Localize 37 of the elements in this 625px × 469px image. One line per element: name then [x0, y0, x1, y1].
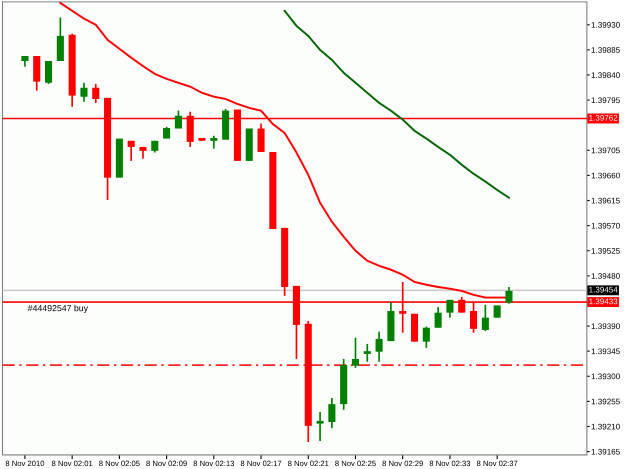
annotation: #44492547 buy	[28, 304, 88, 313]
candlestick	[45, 60, 52, 85]
y-tick-label: 1.39840	[592, 72, 620, 78]
y-tick-label: 1.39705	[592, 148, 620, 154]
y-tick-label: 1.39615	[592, 198, 620, 204]
y-tick-label: 1.39300	[592, 374, 620, 380]
y-tick-label: 1.39210	[592, 424, 620, 430]
candlestick	[80, 82, 88, 103]
ref-line-label: 1.39433	[589, 298, 618, 304]
y-tick-label: 1.39885	[592, 47, 620, 53]
ref-line-label: 1.39454	[589, 286, 618, 292]
y-tick-label: 1.39930	[592, 22, 620, 28]
ref-line-label: 1.39762	[589, 114, 618, 121]
y-tick-label: 1.39255	[592, 398, 620, 404]
candlestick	[174, 110, 182, 130]
candlestick	[210, 134, 218, 150]
candlestick	[258, 122, 265, 153]
candlestick	[422, 326, 430, 349]
candlestick	[446, 298, 454, 319]
candlestick	[328, 397, 336, 429]
y-tick-label: 1.39660	[592, 172, 620, 178]
line-series	[284, 10, 510, 199]
candlestick	[352, 336, 360, 369]
y-tick-label: 1.39795	[592, 97, 620, 104]
candlestick	[92, 83, 100, 104]
candlestick	[128, 140, 135, 162]
candlestick	[376, 330, 383, 363]
y-tick-label: 1.39165	[592, 448, 620, 455]
candlestick	[434, 306, 442, 329]
y-tick-label: 1.39570	[592, 222, 620, 229]
candlestick	[482, 304, 489, 332]
y-tick-label: 1.39390	[592, 323, 620, 330]
candlestick	[505, 286, 512, 305]
y-tick-label: 1.39525	[592, 248, 620, 254]
candlestick	[364, 343, 371, 363]
y-tick-label: 1.39480	[592, 273, 620, 279]
y-tick-label: 1.39345	[592, 348, 620, 354]
